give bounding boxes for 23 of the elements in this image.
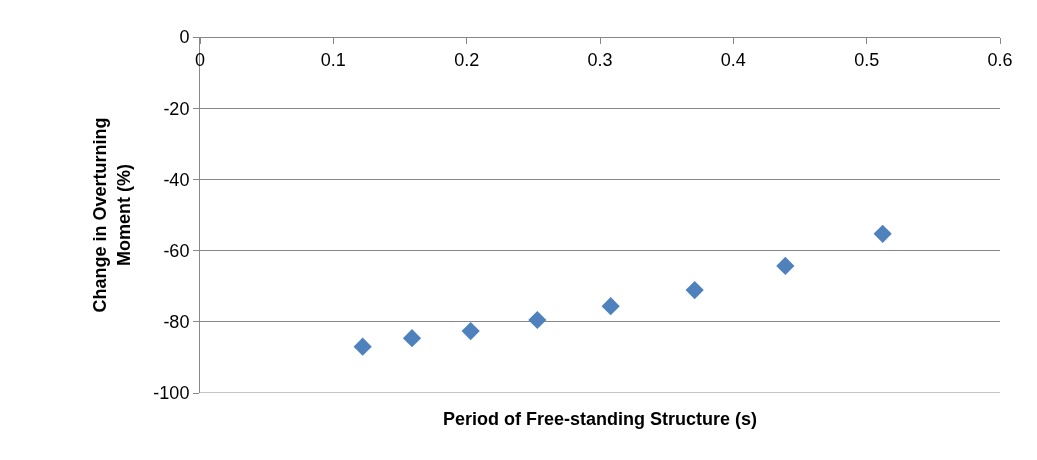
point — [353, 337, 372, 356]
point — [402, 329, 422, 348]
y-tick-label: -40 — [163, 169, 190, 190]
x-tick-label: 0.2 — [454, 49, 480, 70]
point — [873, 224, 892, 243]
point — [685, 281, 704, 300]
point — [461, 321, 480, 341]
x-tick-label: 0.6 — [987, 49, 1013, 70]
y-tick-label: -20 — [163, 98, 190, 119]
x-tick-label: 0.5 — [854, 49, 880, 70]
point — [601, 297, 620, 316]
x-tick-label: 0.3 — [587, 49, 613, 70]
point — [528, 310, 547, 330]
x-tick-label: 0.4 — [720, 49, 746, 70]
point — [776, 256, 795, 276]
y-tick-label: -100 — [153, 383, 190, 404]
x-tick-label: 0 — [194, 49, 206, 70]
x-axis-title: Period of Free-standing Structure (s) — [443, 409, 758, 429]
x-tick-label: 0.1 — [320, 49, 346, 70]
y-tick-label: -60 — [163, 240, 190, 261]
y-tick-label: 0 — [179, 27, 190, 48]
y-axis-title: Change in Overturning Moment (%) — [90, 117, 134, 313]
y-tick-label: -80 — [163, 312, 190, 333]
